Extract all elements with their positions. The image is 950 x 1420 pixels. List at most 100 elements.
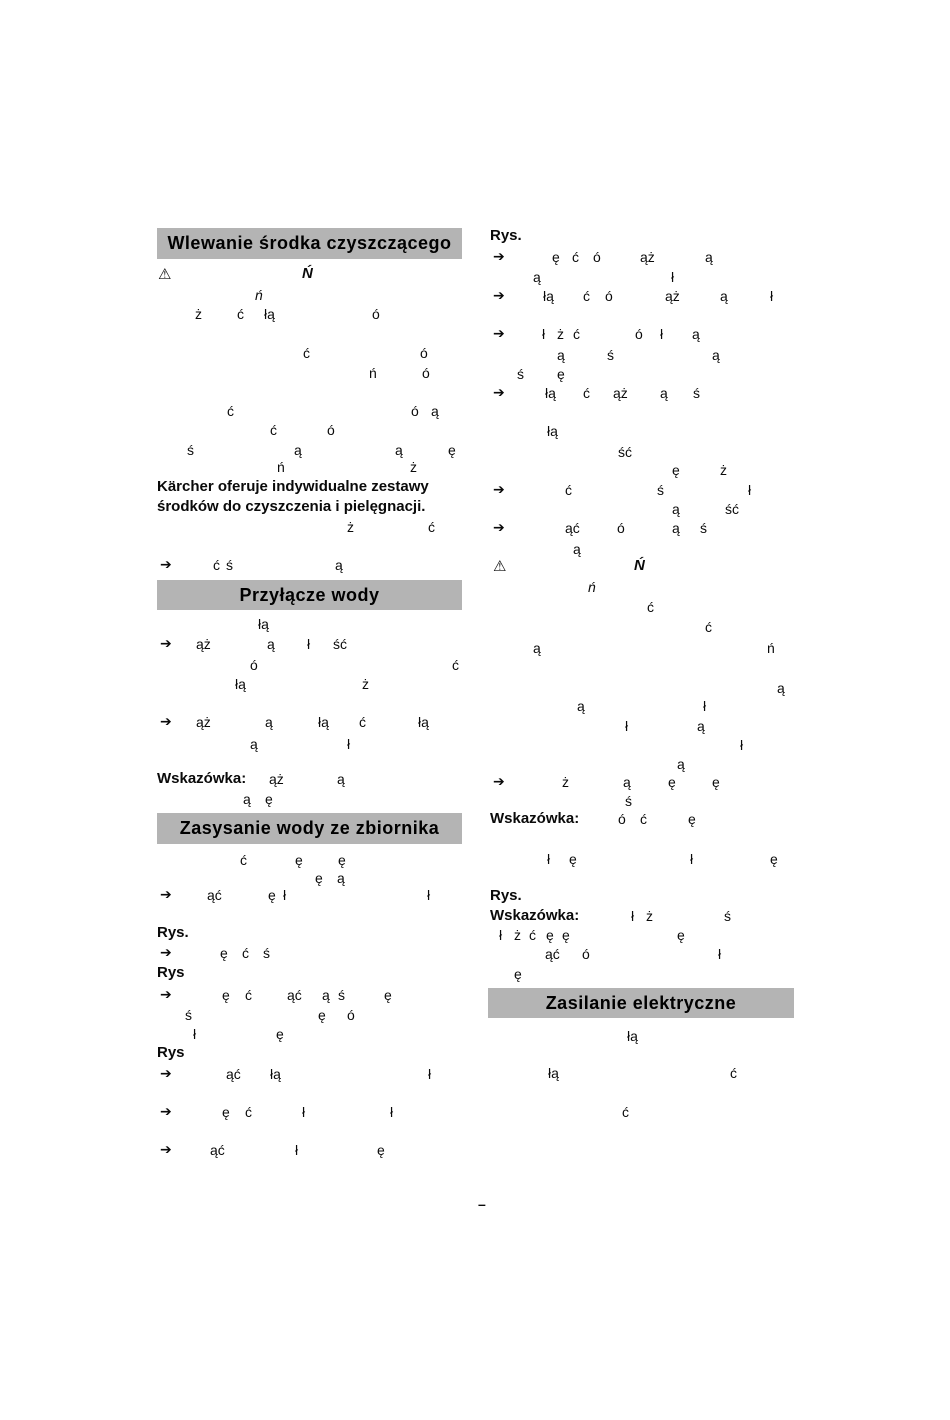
text-fragment: ó	[635, 326, 643, 342]
arrow-bullet-icon: ➔	[160, 1142, 172, 1158]
text-fragment: Wskazówka:	[157, 770, 247, 787]
text-fragment: ć	[565, 482, 572, 498]
text-fragment: ł	[302, 1104, 306, 1120]
text-fragment: ł	[748, 482, 752, 498]
text-fragment: Kärcher oferuje indywidualne zestawy	[157, 478, 429, 495]
text-fragment: ć	[572, 249, 579, 265]
text-fragment: Rys.	[490, 887, 522, 904]
text-fragment: ń	[277, 459, 285, 475]
text-fragment: ć	[237, 306, 244, 322]
arrow-bullet-icon: ➔	[493, 774, 505, 790]
text-fragment: ć	[730, 1065, 737, 1081]
text-fragment: łą	[318, 714, 329, 730]
text-fragment: ł	[347, 736, 351, 752]
text-fragment: ż	[410, 459, 417, 475]
text-fragment: ń	[767, 640, 775, 656]
text-fragment: ż	[646, 908, 653, 924]
text-fragment: ą	[533, 269, 541, 285]
text-fragment: ś	[625, 793, 632, 809]
text-fragment: ę	[318, 1007, 326, 1023]
text-fragment: ć	[270, 422, 277, 438]
text-fragment: ł	[283, 887, 287, 903]
text-fragment: ó	[347, 1007, 355, 1023]
text-fragment: łą	[543, 288, 554, 304]
arrow-bullet-icon: ➔	[160, 636, 172, 652]
text-fragment: ę	[222, 987, 230, 1003]
text-fragment: ę	[562, 927, 570, 943]
text-fragment: Wskazówka:	[490, 907, 580, 924]
text-fragment: ą	[672, 501, 680, 517]
text-fragment: ą	[250, 736, 258, 752]
text-fragment: ąć	[565, 520, 580, 536]
text-fragment: ó	[582, 946, 590, 962]
text-fragment: ł	[718, 946, 722, 962]
arrow-bullet-icon: ➔	[493, 385, 505, 401]
text-fragment: łą	[270, 1066, 281, 1082]
text-fragment: ą	[577, 698, 585, 714]
text-fragment: ą	[533, 640, 541, 656]
text-fragment: ść	[725, 501, 739, 517]
text-fragment: ę	[677, 927, 685, 943]
text-fragment: ś	[185, 1007, 192, 1023]
text-fragment: ż	[362, 676, 369, 692]
text-fragment: ąż	[196, 714, 211, 730]
text-fragment: ł	[499, 927, 503, 943]
text-fragment: łą	[547, 423, 558, 439]
text-fragment: ą	[294, 442, 302, 458]
arrow-bullet-icon: ➔	[160, 714, 172, 730]
text-fragment: ż	[195, 306, 202, 322]
text-fragment: ć	[647, 599, 654, 615]
text-fragment: ż	[720, 462, 727, 478]
text-fragment: ę	[712, 774, 720, 790]
text-fragment: ą	[557, 347, 565, 363]
text-fragment: ó	[605, 288, 613, 304]
text-fragment: ą	[623, 774, 631, 790]
section-header-zasilanie-elektryczne: Zasilanie elektryczne	[488, 988, 794, 1018]
text-fragment: ł	[547, 851, 551, 867]
text-fragment: ł	[390, 1104, 394, 1120]
text-fragment: ł	[428, 1066, 432, 1082]
text-fragment: ó	[372, 306, 380, 322]
text-fragment: ć	[245, 987, 252, 1003]
arrow-bullet-icon: ➔	[493, 482, 505, 498]
text-fragment: ó	[411, 403, 419, 419]
text-fragment: ć	[640, 811, 647, 827]
text-fragment: ę	[222, 1104, 230, 1120]
text-fragment: ś	[693, 385, 700, 401]
text-fragment: łą	[418, 714, 429, 730]
text-fragment: ąż	[613, 385, 628, 401]
section-header-wlewanie-srodka-czyszczacego: Wlewanie środka czyszczącego	[157, 228, 462, 259]
text-fragment: ę	[448, 442, 456, 458]
text-fragment: ą	[712, 347, 720, 363]
warning-icon: ⚠	[493, 557, 507, 575]
text-fragment: łą	[627, 1028, 638, 1044]
text-fragment: ń	[369, 365, 377, 381]
text-fragment: ę	[557, 366, 565, 382]
text-fragment: ć	[573, 326, 580, 342]
text-fragment: ć	[245, 1104, 252, 1120]
text-fragment: ą	[322, 987, 330, 1003]
text-fragment: ą	[265, 714, 273, 730]
text-fragment: ąć	[207, 887, 222, 903]
page-number-dash: –	[478, 1196, 486, 1212]
text-fragment: ó	[617, 520, 625, 536]
text-fragment: ą	[720, 288, 728, 304]
text-fragment: ć	[705, 619, 712, 635]
arrow-bullet-icon: ➔	[493, 520, 505, 536]
text-fragment: ś	[700, 520, 707, 536]
text-fragment: ł	[193, 1026, 197, 1042]
text-fragment: ł	[631, 908, 635, 924]
text-fragment: ó	[422, 365, 430, 381]
text-fragment: ż	[514, 927, 521, 943]
text-fragment: Ń	[302, 265, 313, 282]
text-fragment: ś	[226, 557, 233, 573]
text-fragment: ę	[514, 966, 522, 982]
text-fragment: ł	[660, 326, 664, 342]
text-fragment: ąż	[665, 288, 680, 304]
text-fragment: ć	[213, 557, 220, 573]
text-fragment: ą	[672, 520, 680, 536]
text-fragment: ą	[705, 249, 713, 265]
text-fragment: Wskazówka:	[490, 810, 580, 827]
arrow-bullet-icon: ➔	[160, 1104, 172, 1120]
text-fragment: ó	[327, 422, 335, 438]
